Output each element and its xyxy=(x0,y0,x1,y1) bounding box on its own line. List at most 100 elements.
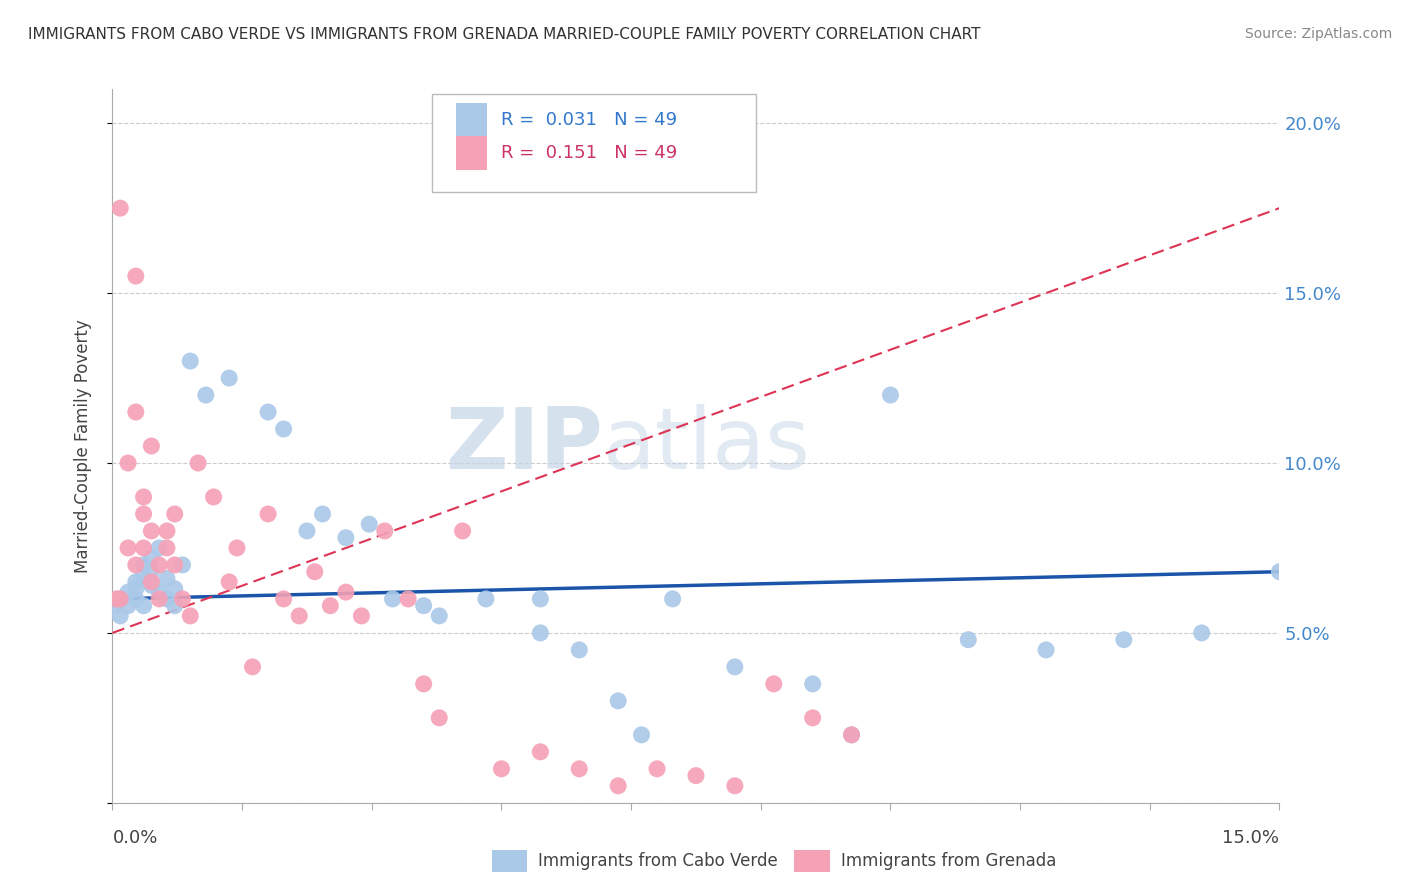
Point xyxy=(841,728,863,742)
Point xyxy=(295,524,318,538)
Point xyxy=(156,524,179,538)
Point xyxy=(125,269,148,284)
Point xyxy=(801,711,824,725)
Point xyxy=(132,568,155,582)
Point xyxy=(257,507,280,521)
Point xyxy=(1112,632,1135,647)
Point xyxy=(132,541,155,555)
Point xyxy=(226,541,249,555)
Y-axis label: Married-Couple Family Poverty: Married-Couple Family Poverty xyxy=(73,319,91,573)
Point xyxy=(110,201,132,215)
Point xyxy=(179,354,201,368)
Point xyxy=(202,490,225,504)
Point xyxy=(568,643,591,657)
Point xyxy=(724,660,747,674)
Point xyxy=(156,591,179,606)
Point xyxy=(288,608,311,623)
Point xyxy=(163,507,186,521)
Point xyxy=(125,591,148,606)
Point xyxy=(685,769,707,783)
Point xyxy=(141,565,163,579)
Point xyxy=(1035,643,1057,657)
Point xyxy=(879,388,901,402)
Point xyxy=(273,422,295,436)
Point xyxy=(801,677,824,691)
Point xyxy=(125,582,148,596)
Point xyxy=(724,779,747,793)
Point xyxy=(148,591,170,606)
Point xyxy=(125,405,148,419)
Point xyxy=(568,762,591,776)
Point xyxy=(412,599,434,613)
Point xyxy=(529,745,551,759)
Point xyxy=(359,517,381,532)
Point xyxy=(110,608,132,623)
Point xyxy=(132,490,155,504)
Point xyxy=(156,572,179,586)
Point xyxy=(311,507,333,521)
Point xyxy=(381,591,404,606)
Text: R =  0.151   N = 49: R = 0.151 N = 49 xyxy=(501,145,678,162)
Point xyxy=(335,531,357,545)
Point xyxy=(194,388,217,402)
Text: Immigrants from Grenada: Immigrants from Grenada xyxy=(841,852,1056,870)
Point xyxy=(529,626,551,640)
Point xyxy=(427,608,450,623)
Point xyxy=(117,456,139,470)
Point xyxy=(141,578,163,592)
Point xyxy=(105,591,128,606)
Point xyxy=(156,541,179,555)
Point xyxy=(630,728,652,742)
Point xyxy=(105,599,128,613)
Text: ZIP: ZIP xyxy=(444,404,603,488)
Point xyxy=(141,574,163,589)
Point xyxy=(163,582,186,596)
Point xyxy=(475,591,498,606)
Point xyxy=(1268,565,1291,579)
Point xyxy=(218,371,240,385)
Point xyxy=(141,439,163,453)
Point xyxy=(491,762,513,776)
Point xyxy=(427,711,450,725)
Point xyxy=(172,591,194,606)
Point xyxy=(110,591,132,606)
Point xyxy=(319,599,342,613)
Point xyxy=(661,591,683,606)
Point xyxy=(841,728,863,742)
Point xyxy=(163,558,186,572)
Text: Immigrants from Cabo Verde: Immigrants from Cabo Verde xyxy=(538,852,779,870)
Point xyxy=(412,677,434,691)
Point xyxy=(141,524,163,538)
Point xyxy=(242,660,264,674)
Point xyxy=(117,541,139,555)
Point xyxy=(335,585,357,599)
Text: 15.0%: 15.0% xyxy=(1222,829,1279,847)
Point xyxy=(148,585,170,599)
Point xyxy=(125,558,148,572)
Point xyxy=(350,608,373,623)
Point xyxy=(163,599,186,613)
Point xyxy=(451,524,474,538)
Point xyxy=(148,541,170,555)
Text: IMMIGRANTS FROM CABO VERDE VS IMMIGRANTS FROM GRENADA MARRIED-COUPLE FAMILY POVE: IMMIGRANTS FROM CABO VERDE VS IMMIGRANTS… xyxy=(28,27,980,42)
Point xyxy=(132,558,155,572)
Point xyxy=(257,405,280,419)
Text: atlas: atlas xyxy=(603,404,811,488)
Point xyxy=(218,574,240,589)
Point xyxy=(117,585,139,599)
Point xyxy=(396,591,419,606)
Point xyxy=(957,632,980,647)
Point xyxy=(762,677,785,691)
Point xyxy=(172,558,194,572)
Point xyxy=(607,779,630,793)
Point xyxy=(607,694,630,708)
Point xyxy=(304,565,326,579)
Text: 0.0%: 0.0% xyxy=(112,829,157,847)
Point xyxy=(117,599,139,613)
Point xyxy=(132,599,155,613)
Point xyxy=(1191,626,1213,640)
Text: R =  0.031   N = 49: R = 0.031 N = 49 xyxy=(501,112,678,129)
Point xyxy=(179,608,201,623)
Point xyxy=(132,507,155,521)
Point xyxy=(125,574,148,589)
